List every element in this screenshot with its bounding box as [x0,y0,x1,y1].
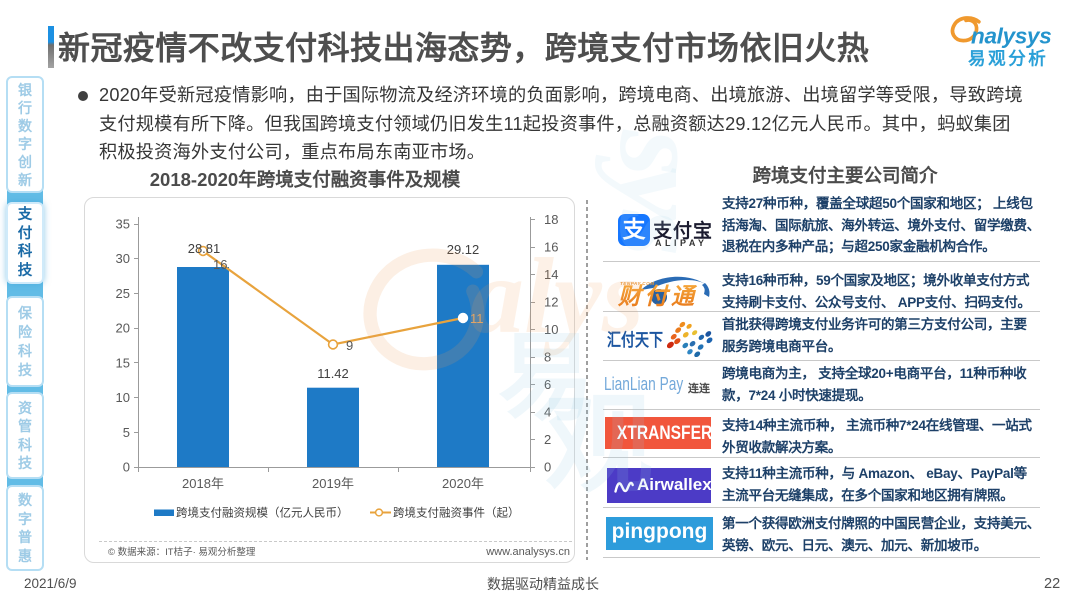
svg-text:15: 15 [116,355,130,370]
svg-text:14: 14 [544,267,558,282]
svg-text:2: 2 [544,432,551,447]
svg-text:0: 0 [544,460,551,475]
svg-text:8: 8 [544,350,551,365]
svg-text:跨境支付融资规模（亿元人民币）: 跨境支付融资规模（亿元人民币） [176,506,349,520]
svg-text:0: 0 [123,460,130,475]
svg-text:11.42: 11.42 [317,366,349,381]
svg-text:16: 16 [213,257,227,272]
svg-text:30: 30 [116,251,130,266]
svg-text:财付通: 财付通 [617,283,698,309]
svg-text:© 数据来源：IT桔子· 易观分析整理: © 数据来源：IT桔子· 易观分析整理 [108,546,256,558]
svg-text:18: 18 [544,212,558,227]
svg-text:10: 10 [116,390,130,405]
svg-text:2018年: 2018年 [182,476,224,491]
svg-text:nalysys: nalysys [971,24,1051,49]
svg-text:9: 9 [346,338,353,353]
svg-text:28.81: 28.81 [188,241,221,256]
svg-text:20: 20 [116,321,130,336]
svg-text:跨境支付融资事件（起）: 跨境支付融资事件（起） [393,506,520,520]
svg-text:16: 16 [544,240,558,255]
svg-text:10: 10 [544,322,558,337]
svg-text:5: 5 [123,425,130,440]
svg-text:25: 25 [116,286,130,301]
svg-text:2019年: 2019年 [312,476,354,491]
svg-text:35: 35 [116,217,130,232]
svg-text:TENPAY.COM: TENPAY.COM [620,281,655,286]
svg-text:11: 11 [470,311,484,326]
svg-text:2020年: 2020年 [442,476,484,491]
svg-text:www.analysys.cn: www.analysys.cn [485,546,570,558]
svg-text:12: 12 [544,295,558,310]
svg-text:4: 4 [544,405,551,420]
svg-text:6: 6 [544,377,551,392]
svg-text:易观分析: 易观分析 [968,49,1048,69]
svg-text:29.12: 29.12 [447,242,480,257]
